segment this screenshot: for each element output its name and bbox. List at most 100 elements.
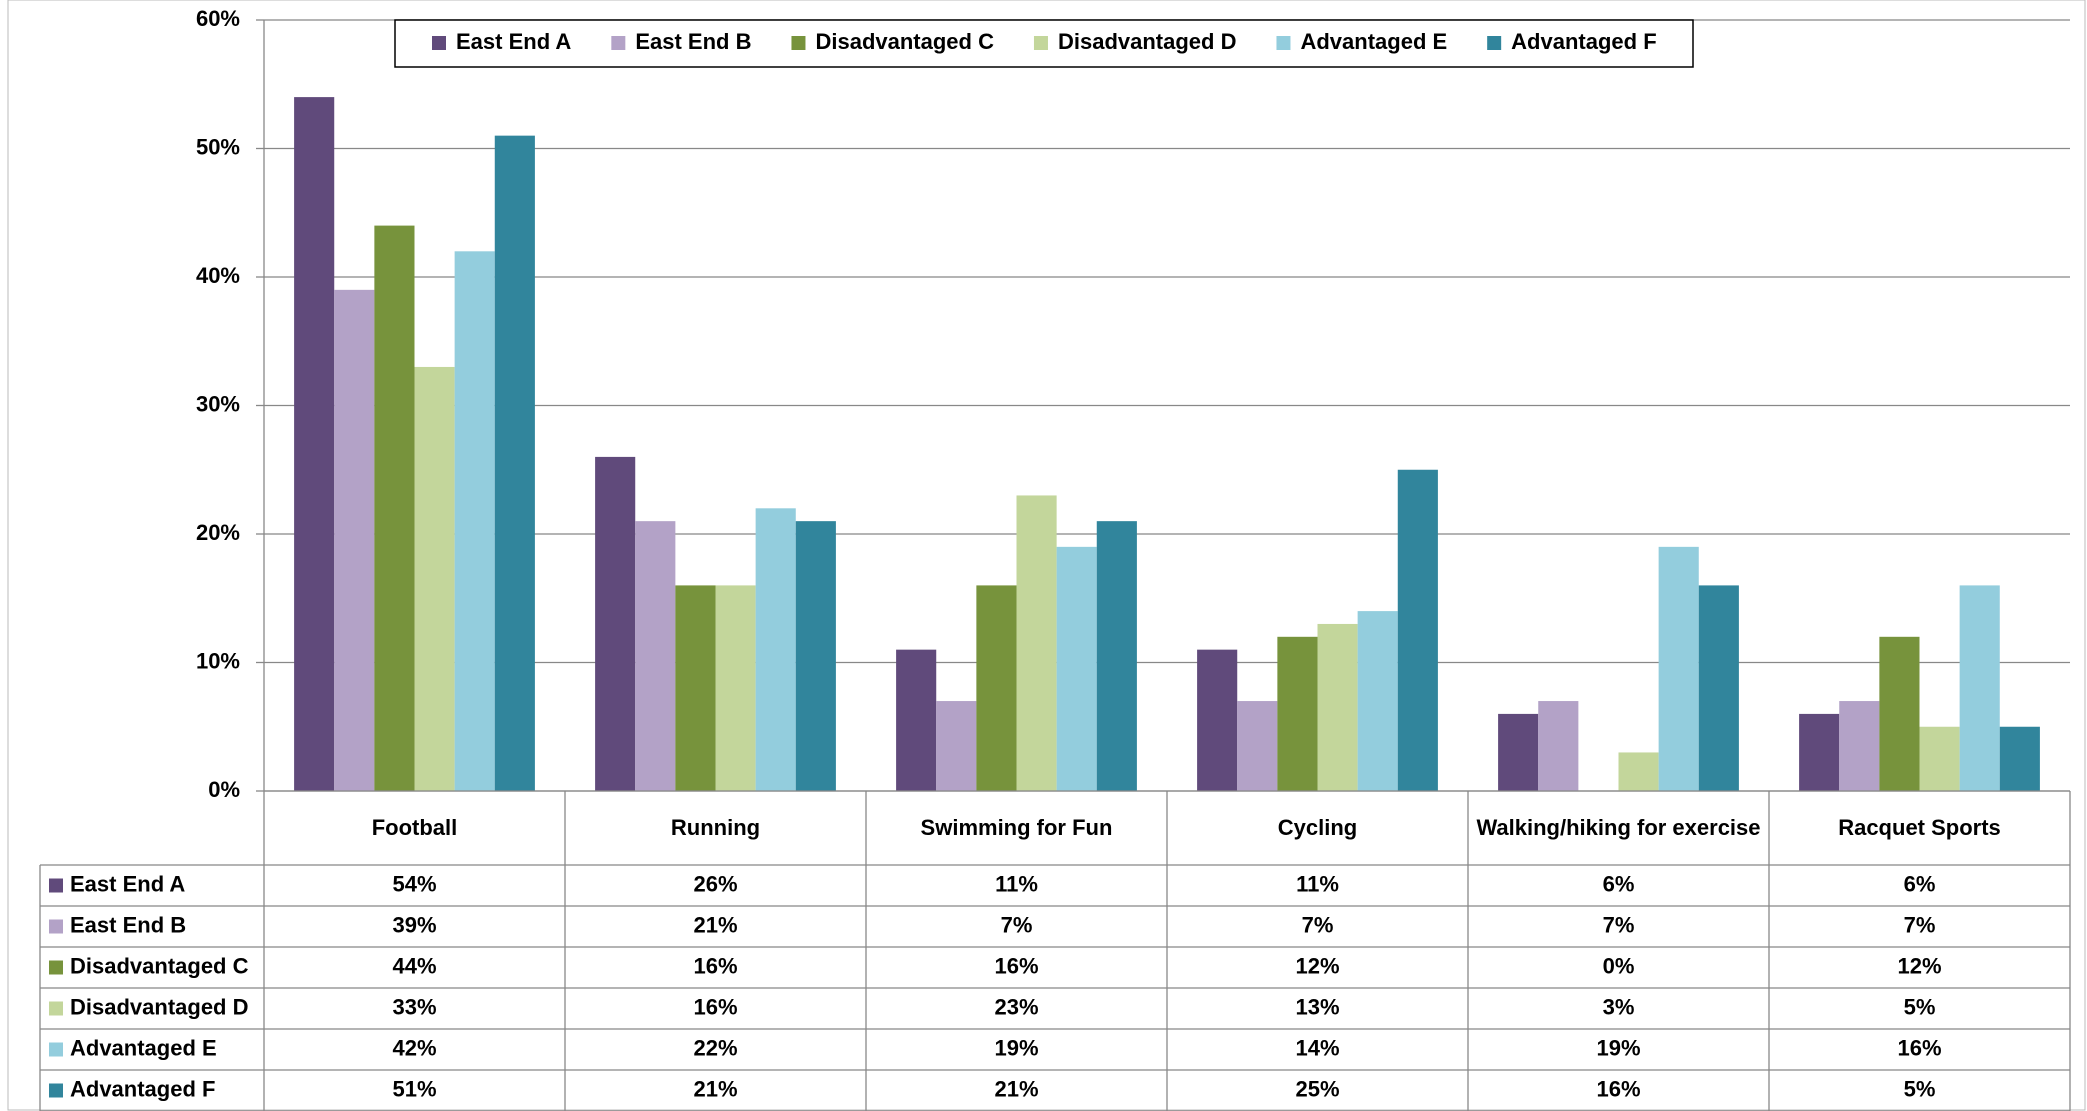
bar [1839,701,1880,791]
table-cell: 19% [1596,1035,1640,1060]
bar [1237,701,1278,791]
bar [595,456,636,791]
legend-label: East End B [635,29,751,54]
bar [976,585,1017,791]
x-tick-label: Walking/hiking for exercise [1476,814,1761,840]
table-cell: 7% [1904,912,1936,937]
legend-label: East End A [456,29,571,54]
bar [1498,713,1539,791]
legend-label: Disadvantaged C [815,29,994,54]
table-cell: 5% [1904,994,1936,1019]
table-row-label: Advantaged F [70,1076,215,1101]
x-tick-label: Racquet Sports [1838,814,2001,840]
bar [1919,726,1960,791]
bar [1357,611,1398,791]
bar [414,366,455,791]
x-tick-label: Football [371,814,458,840]
table-row-label: East End B [70,912,186,937]
legend-marker [49,919,63,934]
table-cell: 7% [1302,912,1334,937]
legend-marker [791,36,806,50]
table-cell: 12% [1295,953,1339,978]
bar [334,289,375,791]
table-cell: 39% [392,912,436,937]
y-tick-label: 10% [196,648,240,673]
table-cell: 25% [1295,1076,1339,1101]
table-cell: 13% [1295,994,1339,1019]
x-tick-label: Cycling [1277,814,1358,840]
legend: East End A East End B Disadvantaged C Disad… [394,19,1694,68]
table-cell: 21% [693,1076,737,1101]
y-tick-label: 0% [208,777,240,802]
legend-label: Advantaged E [1300,29,1447,54]
bar [1799,713,1840,791]
bar [795,521,836,791]
legend-label: Disadvantaged D [1058,29,1237,54]
table-cell: 26% [693,871,737,896]
y-tick-label: 40% [196,263,240,288]
bar [715,585,756,791]
legend-marker [1276,36,1291,50]
table-row-label: East End A [70,871,185,896]
table-row-label: Advantaged E [70,1035,217,1060]
x-tick-label-box: Running [670,814,761,840]
chart-border [7,0,2086,1111]
bar [1277,636,1318,791]
bar [1056,546,1097,791]
legend-marker [432,36,446,50]
x-tick-label: Swimming for Fun [920,814,1113,840]
bar [1397,469,1438,791]
legend-marker [49,960,63,975]
bar [1698,585,1739,791]
table-cell: 12% [1897,953,1941,978]
bar [374,225,415,792]
bar [1999,726,2040,791]
x-tick-label: Running [670,814,761,840]
table-cell: 3% [1603,994,1635,1019]
legend-marker [611,36,626,50]
table-cell: 44% [392,953,436,978]
table-cell: 16% [994,953,1038,978]
table-cell: 22% [693,1035,737,1060]
x-tick-label-box: Football [371,814,458,840]
legend-marker [49,1042,63,1057]
table-cell: 23% [994,994,1038,1019]
table-cell: 0% [1603,953,1635,978]
bar [635,521,676,791]
bar [896,649,937,791]
x-tick-label-box: Swimming for Fun [920,814,1113,840]
table-cell: 6% [1904,871,1936,896]
y-tick-label: 30% [196,391,240,416]
bar [1618,752,1659,791]
table-cell: 11% [1296,871,1339,896]
table-cell: 54% [392,871,436,896]
x-tick-label-box: Racquet Sports [1838,814,2001,840]
bar [1538,701,1579,791]
legend-marker [1487,36,1502,50]
table-row-label: Disadvantaged C [70,953,249,978]
bar [454,251,495,792]
y-tick-label: 20% [196,520,240,545]
table-cell: 16% [1596,1076,1640,1101]
bar [936,701,977,791]
table-cell: 16% [693,994,737,1019]
bar [1197,649,1238,791]
legend-marker [1033,36,1048,50]
x-tick-label-box: Cycling [1277,814,1358,840]
table-cell: 33% [392,994,436,1019]
bar [294,97,335,792]
table-row-label: Disadvantaged D [70,994,249,1019]
x-tick-label-box: Walking/hiking for exercise [1476,814,1761,840]
y-tick-label: 50% [196,134,240,159]
y-tick-label: 60% [196,6,240,31]
table-cell: 11% [995,871,1038,896]
bar [755,508,796,791]
table-cell: 51% [392,1076,436,1101]
table-cell: 42% [392,1035,436,1060]
table-cell: 5% [1904,1076,1936,1101]
bar [1959,585,2000,791]
legend-marker [49,878,63,893]
legend-label: Advantaged F [1511,29,1656,54]
table-cell: 16% [693,953,737,978]
